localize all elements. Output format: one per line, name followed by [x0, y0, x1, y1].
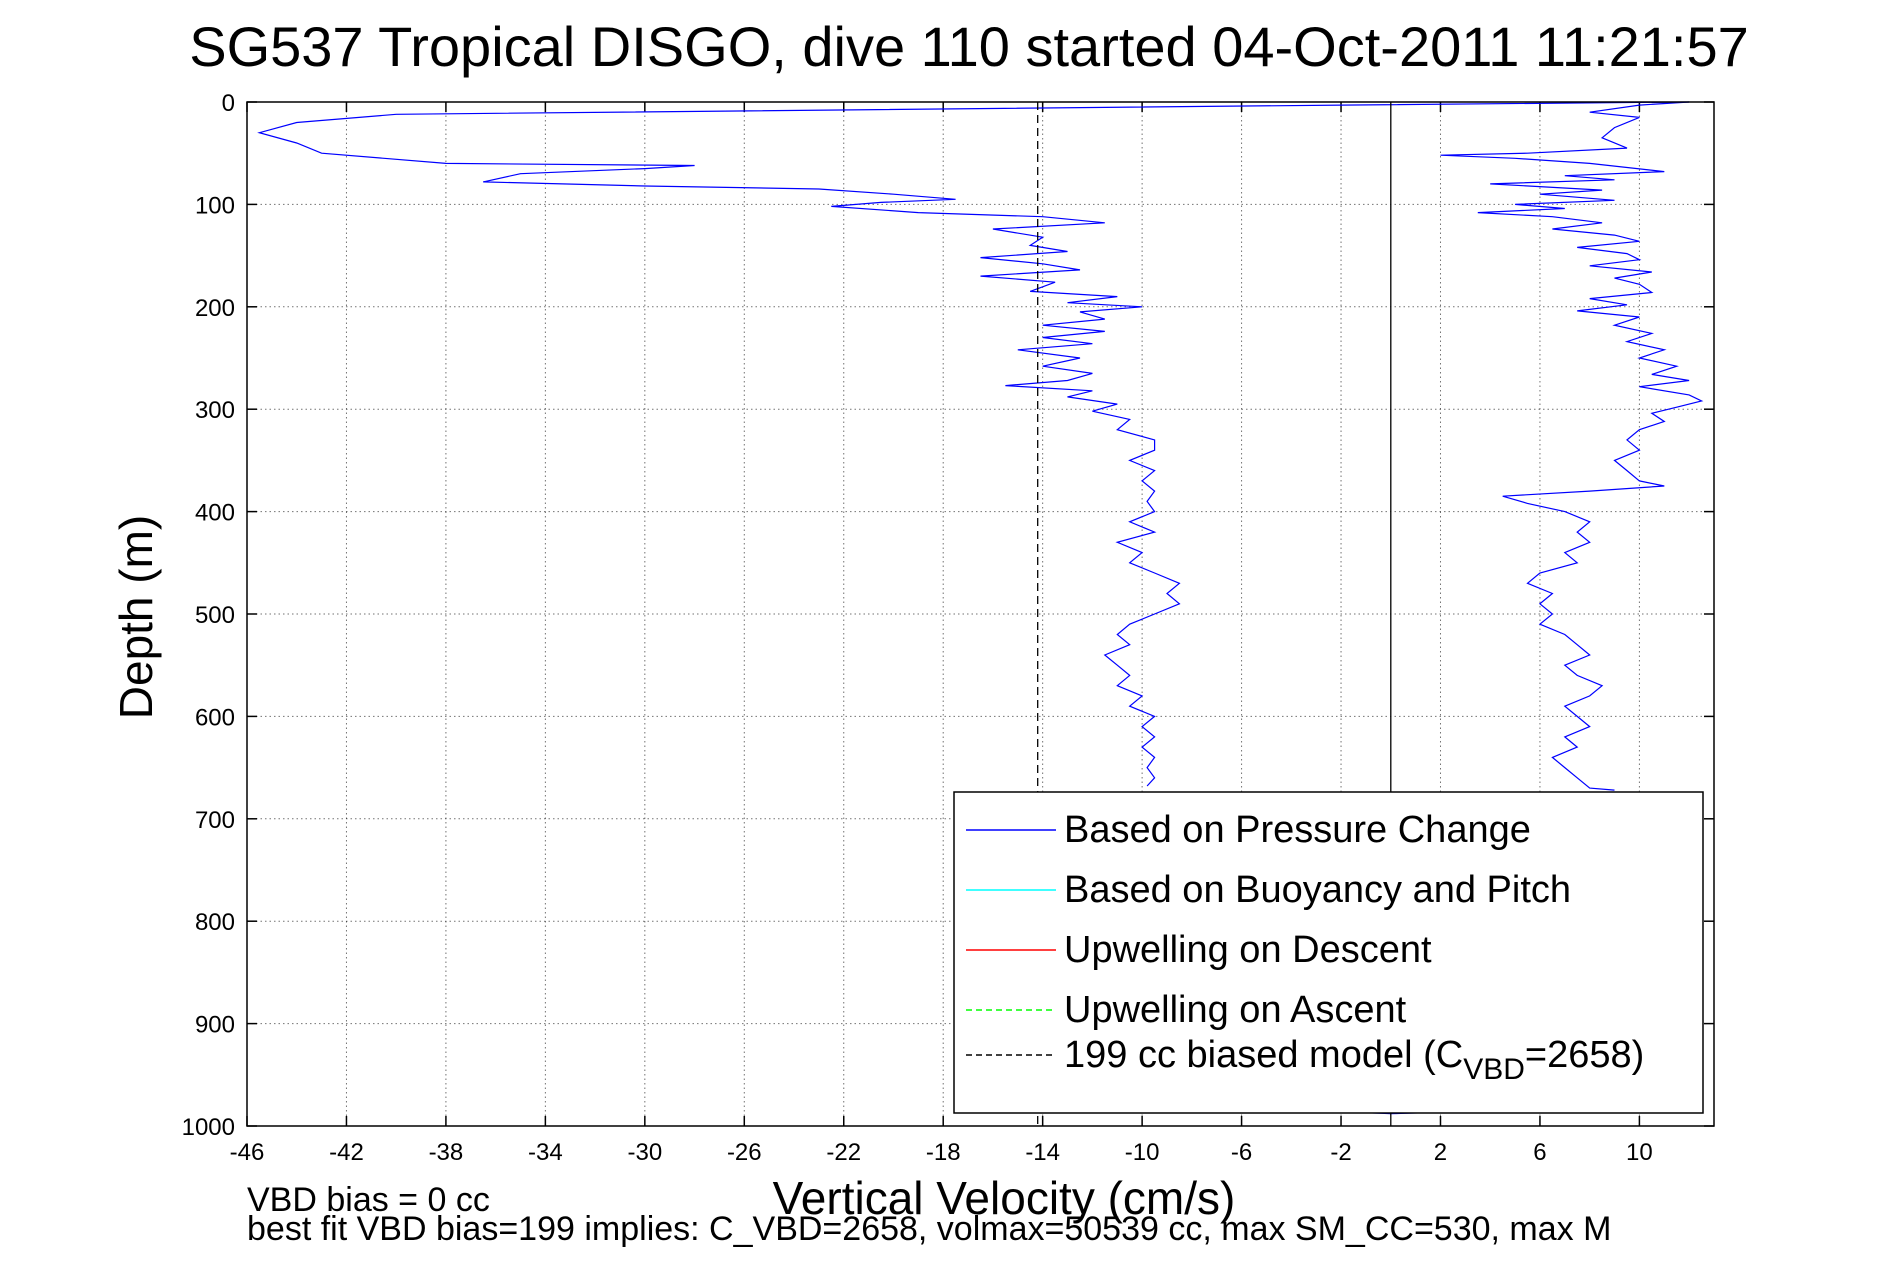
x-tick-label: -2 — [1330, 1139, 1351, 1166]
x-tick-label: -6 — [1231, 1139, 1252, 1166]
legend-label-3: Upwelling on Ascent — [1064, 989, 1407, 1031]
y-tick-label: 200 — [195, 295, 235, 322]
y-tick-label: 1000 — [182, 1114, 235, 1141]
x-tick-label: -46 — [230, 1139, 265, 1166]
x-axis-label: Vertical Velocity (cm/s) — [773, 1172, 1236, 1224]
x-tick-label: -30 — [627, 1139, 662, 1166]
legend: Based on Pressure Change Based on Buoyanc… — [953, 791, 1704, 1114]
legend-label-0: Based on Pressure Change — [1064, 809, 1531, 851]
x-tick-label: 6 — [1533, 1139, 1546, 1166]
legend-label-1: Based on Buoyancy and Pitch — [1064, 869, 1571, 911]
annotation-vbd-bias: VBD bias = 0 cc — [247, 1181, 490, 1219]
y-tick-label: 400 — [195, 500, 235, 527]
x-tick-label: 2 — [1434, 1139, 1447, 1166]
x-tick-label: -10 — [1125, 1139, 1160, 1166]
plot-frame — [246, 101, 1715, 1127]
x-tick-label: -14 — [1025, 1139, 1060, 1166]
y-axis-label: Depth (m) — [110, 515, 162, 719]
x-tick-label: -38 — [429, 1139, 464, 1166]
annotation-best-fit: best fit VBD bias=199 implies: C_VBD=265… — [247, 1210, 1612, 1248]
y-tick-label: 900 — [195, 1012, 235, 1039]
series-line-1 — [1440, 101, 1704, 791]
x-tick-label: -34 — [528, 1139, 563, 1166]
y-tick-label: 500 — [195, 602, 235, 629]
x-tick-label: -26 — [727, 1139, 762, 1166]
y-tick-label: 100 — [195, 192, 235, 219]
series-line-0 — [257, 101, 1690, 787]
x-tick-label: -22 — [826, 1139, 861, 1166]
legend-label-2: Upwelling on Descent — [1064, 929, 1432, 971]
y-tick-label: 800 — [195, 909, 235, 936]
chart-title: SG537 Tropical DISGO, dive 110 started 0… — [189, 15, 1749, 78]
y-tick-label: 0 — [222, 90, 235, 117]
y-tick-label: 300 — [195, 397, 235, 424]
y-tick-label: 600 — [195, 704, 235, 731]
legend-box — [953, 791, 1704, 1114]
x-tick-label: 10 — [1626, 1139, 1653, 1166]
x-tick-label: -42 — [329, 1139, 364, 1166]
x-tick-label: -18 — [926, 1139, 961, 1166]
series-layer — [257, 101, 1704, 1126]
y-tick-label: 700 — [195, 807, 235, 834]
axis-ticks: -46 -42 -38 -34 -30 -26 -22 -18 -14 -10 -6 -2 2 6 1001… — [182, 90, 1714, 1166]
